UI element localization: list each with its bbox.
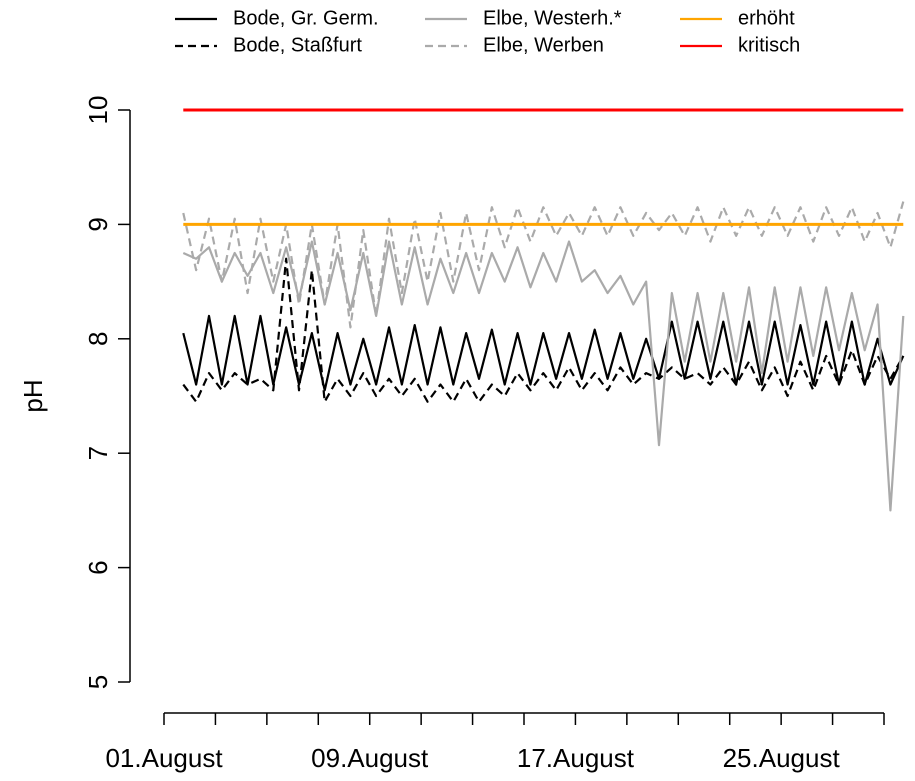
series-line [182,314,905,392]
legend-label: Bode, Gr. Germ. [233,7,379,29]
x-tick-label: 17.August [517,743,635,773]
legend-label: kritisch [738,34,800,56]
y-tick-label: 5 [83,675,113,689]
series-line [182,257,905,403]
y-tick-label: 10 [83,96,113,125]
legend-label: Elbe, Werben [483,34,604,56]
x-tick-label: 09.August [311,743,429,773]
x-tick-label: 25.August [723,743,841,773]
y-tick-label: 8 [83,332,113,346]
y-tick-label: 6 [83,560,113,574]
legend-label: erhöht [738,7,795,29]
series-line [182,240,905,512]
legend-label: Elbe, Westerh.* [483,7,622,29]
x-tick-label: 01.August [105,743,223,773]
y-tick-label: 7 [83,446,113,460]
y-tick-label: 9 [83,217,113,231]
legend-label: Bode, Staßfurt [233,34,362,56]
series-line [182,201,905,329]
y-axis-label: pH [18,379,48,412]
